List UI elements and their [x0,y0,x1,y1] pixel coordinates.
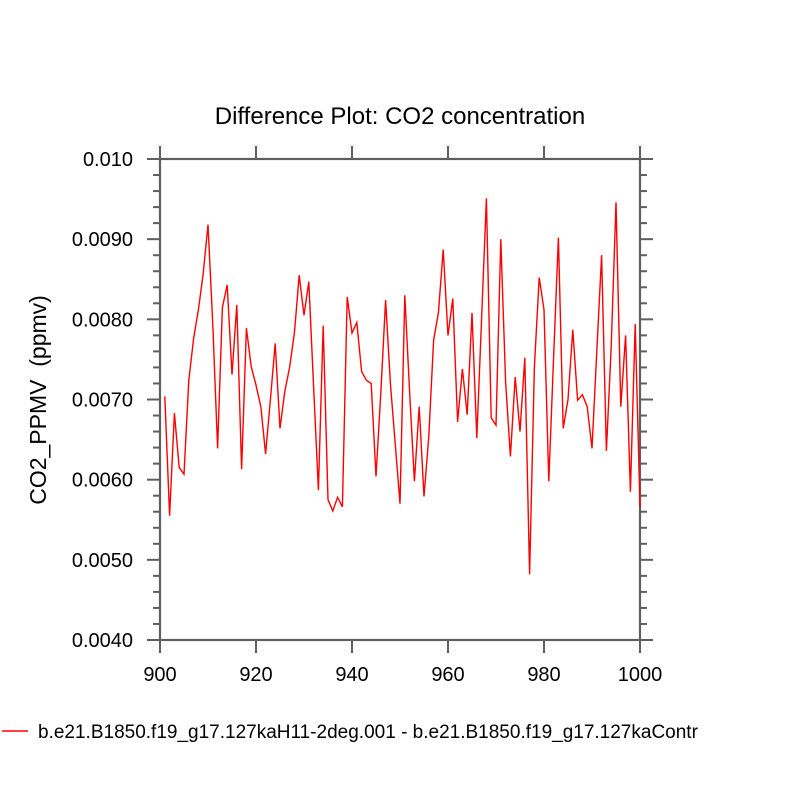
y-tick-label: 0.0080 [72,309,133,331]
x-tick-label: 920 [239,664,272,686]
x-tick-label: 940 [335,664,368,686]
y-tick-label: 0.0090 [72,229,133,251]
x-tick-label: 960 [431,664,464,686]
axis-frame [158,157,642,642]
y-axis-label: CO2_PPMV (ppmv) [25,295,51,505]
x-tick-label: 1000 [618,664,663,686]
y-tick-label: 0.0040 [72,630,133,652]
y-tick-label: 0.0070 [72,390,133,412]
y-tick-label: 0.0060 [72,470,133,492]
legend-series-label: b.e21.B1850.f19_g17.127kaH11-2deg.001 - … [38,722,699,743]
data-line [164,198,641,575]
y-tick-label: 0.010 [83,149,133,171]
legend: b.e21.B1850.f19_g17.127kaH11-2deg.001 - … [2,722,699,743]
x-tick-label: 900 [143,664,176,686]
y-tick-label: 0.0050 [72,550,133,572]
chart-title: Difference Plot: CO2 concentration [215,103,585,130]
x-tick-label: 980 [527,664,560,686]
